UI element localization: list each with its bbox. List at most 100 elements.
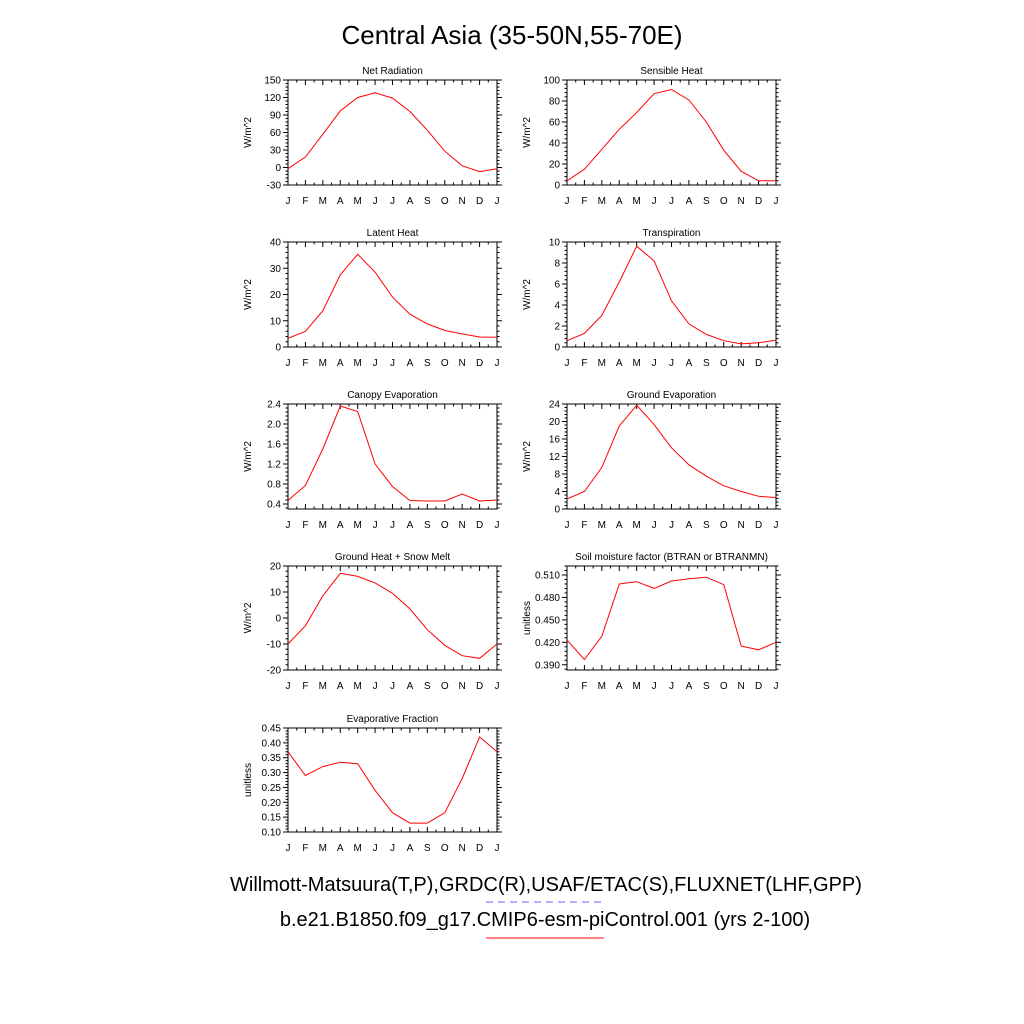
x-tick-label: S <box>424 196 431 207</box>
panel-title: Soil moisture factor (BTRAN or BTRANMN) <box>575 552 768 563</box>
panel-title: Transpiration <box>643 228 701 239</box>
x-tick-label: N <box>459 843 466 854</box>
y-tick-label: 0.480 <box>535 593 560 604</box>
series-line <box>287 736 498 824</box>
x-tick-label: N <box>738 196 745 207</box>
x-tick-label: J <box>565 520 570 531</box>
x-tick-label: S <box>703 520 710 531</box>
plot-frame <box>287 79 498 186</box>
x-tick-label: M <box>598 681 606 692</box>
y-tick-label: 2.0 <box>267 420 281 431</box>
y-tick-label: 1.6 <box>267 440 281 451</box>
y-axis-label: W/m^2 <box>243 279 254 310</box>
y-tick-label: 0.8 <box>267 480 281 491</box>
y-tick-label: 2.4 <box>267 400 281 411</box>
x-tick-label: D <box>476 520 483 531</box>
x-tick-label: A <box>407 196 414 207</box>
y-tick-label: 0.15 <box>262 813 282 824</box>
x-tick-label: M <box>319 843 327 854</box>
x-tick-label: M <box>353 681 361 692</box>
y-tick-label: 0.40 <box>262 738 282 749</box>
y-tick-label: 8 <box>554 259 560 270</box>
x-tick-label: J <box>669 520 674 531</box>
x-tick-label: N <box>459 358 466 369</box>
series-line <box>566 576 777 661</box>
x-tick-label: J <box>669 358 674 369</box>
x-tick-label: J <box>495 843 500 854</box>
x-tick-label: S <box>424 681 431 692</box>
x-tick-label: J <box>286 843 291 854</box>
x-tick-label: N <box>738 358 745 369</box>
x-tick-label: A <box>616 358 623 369</box>
x-tick-label: J <box>669 196 674 207</box>
x-tick-label: O <box>720 196 728 207</box>
x-tick-label: J <box>774 358 779 369</box>
x-tick-label: A <box>337 358 344 369</box>
x-tick-label: N <box>459 681 466 692</box>
x-tick-label: J <box>390 520 395 531</box>
x-tick-label: A <box>686 358 693 369</box>
y-axis-label: unitless <box>243 763 254 797</box>
x-tick-label: J <box>286 358 291 369</box>
x-tick-label: M <box>353 843 361 854</box>
y-tick-label: 1.2 <box>267 460 281 471</box>
x-tick-label: O <box>441 681 449 692</box>
x-tick-label: D <box>476 358 483 369</box>
y-tick-label: 2 <box>554 322 560 333</box>
x-tick-label: N <box>459 196 466 207</box>
y-axis-label: unitless <box>522 601 533 635</box>
y-axis-label: W/m^2 <box>522 441 533 472</box>
y-tick-label: 0.510 <box>535 570 560 581</box>
x-tick-label: S <box>424 843 431 854</box>
y-tick-label: 0.390 <box>535 660 560 671</box>
y-tick-label: 4 <box>554 301 560 312</box>
y-tick-label: 10 <box>549 238 561 249</box>
x-tick-label: M <box>353 520 361 531</box>
x-tick-label: M <box>598 196 606 207</box>
y-tick-label: 150 <box>264 76 281 87</box>
y-tick-label: 20 <box>270 290 282 301</box>
plot-frame <box>566 79 777 186</box>
series-line <box>287 572 498 659</box>
x-tick-label: A <box>407 843 414 854</box>
x-tick-label: M <box>632 681 640 692</box>
y-tick-label: 0 <box>275 343 281 354</box>
x-tick-label: O <box>441 358 449 369</box>
x-tick-label: O <box>720 358 728 369</box>
y-tick-label: -20 <box>267 666 282 677</box>
y-tick-label: 0 <box>275 163 281 174</box>
x-tick-label: J <box>373 196 378 207</box>
x-tick-label: O <box>441 196 449 207</box>
x-tick-label: A <box>407 358 414 369</box>
x-tick-label: A <box>686 681 693 692</box>
x-tick-label: F <box>302 196 308 207</box>
x-tick-label: J <box>652 681 657 692</box>
x-tick-label: A <box>337 196 344 207</box>
y-tick-label: 16 <box>549 435 561 446</box>
y-axis-label: W/m^2 <box>243 117 254 148</box>
x-tick-label: S <box>424 520 431 531</box>
y-tick-label: 24 <box>549 400 561 411</box>
x-tick-label: J <box>286 681 291 692</box>
series-line <box>287 253 498 339</box>
series-line <box>287 405 498 502</box>
y-tick-label: 0.35 <box>262 753 282 764</box>
x-tick-label: A <box>686 520 693 531</box>
x-tick-label: J <box>652 196 657 207</box>
legend: Willmott-Matsuura(T,P),GRDC(R),USAF/ETAC… <box>230 874 862 939</box>
panel-title: Ground Evaporation <box>627 390 717 401</box>
y-axis-label: W/m^2 <box>522 279 533 310</box>
y-tick-label: -30 <box>267 181 282 192</box>
x-tick-label: M <box>632 520 640 531</box>
y-tick-label: 0 <box>554 343 560 354</box>
y-tick-label: 0.20 <box>262 798 282 809</box>
x-tick-label: A <box>337 520 344 531</box>
y-tick-label: 10 <box>270 316 282 327</box>
x-tick-label: S <box>703 196 710 207</box>
